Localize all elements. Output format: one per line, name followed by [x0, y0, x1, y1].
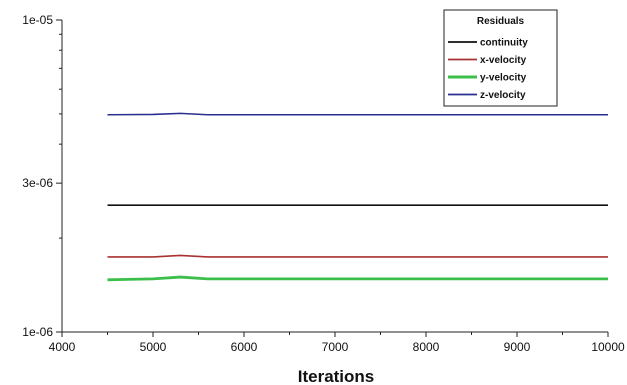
x-tick-label: 10000 [591, 340, 625, 354]
x-tick-label: 9000 [504, 340, 531, 354]
x-axis-title: Iterations [298, 367, 375, 385]
series-line-z-velocity [107, 112, 608, 116]
x-tick-label: 4000 [49, 340, 76, 354]
legend: Residuals continuity x-velocity y-velocity z… [443, 9, 558, 107]
legend-label-continuity: continuity [480, 38, 528, 49]
x-tick-label: 5000 [140, 340, 167, 354]
legend-label-x-velocity: x-velocity [480, 55, 527, 66]
legend-box [443, 9, 558, 107]
x-tick-label: 6000 [231, 340, 258, 354]
legend-label-z-velocity: z-velocity [480, 90, 526, 101]
legend-title: Residuals [477, 16, 525, 27]
y-tick-label: 1e-06 [22, 325, 53, 339]
x-tick-label: 8000 [413, 340, 440, 354]
axes: 4000 5000 6000 7000 8000 9000 10000 1e-06 3e-06 1… [22, 13, 625, 354]
series-line-y-velocity [107, 275, 608, 282]
series-group [107, 112, 608, 282]
series-line-x-velocity [107, 254, 608, 258]
y-tick-label: 3e-06 [22, 176, 53, 190]
y-tick-label: 1e-05 [22, 13, 53, 27]
legend-label-y-velocity: y-velocity [480, 73, 527, 84]
x-tick-label: 7000 [322, 340, 349, 354]
